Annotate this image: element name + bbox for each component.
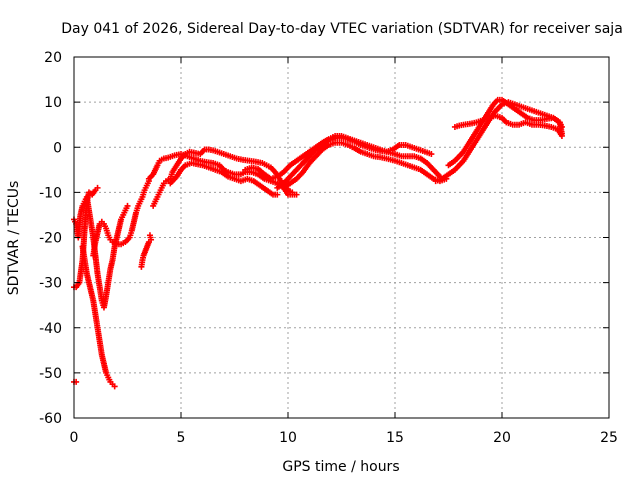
- data-points: [71, 96, 565, 390]
- data-point: [428, 151, 435, 158]
- y-axis-label: SDTVAR / TECUs: [6, 181, 22, 296]
- x-tick-label: 15: [386, 430, 404, 446]
- y-tick-label: -60: [39, 411, 62, 427]
- series-trace-lower-band: [167, 160, 281, 198]
- y-tick-label: 20: [44, 50, 62, 66]
- x-tick-label: 20: [493, 430, 511, 446]
- data-point: [124, 202, 131, 209]
- series-trace-early-loop: [71, 193, 131, 311]
- series-trace-deep-dip: [79, 243, 118, 390]
- y-axis-ticks: -60 -50 -40 -30 -20 -10 0 10 20: [39, 50, 609, 427]
- data-point: [558, 132, 565, 139]
- x-tick-label: 5: [177, 430, 186, 446]
- series-trace-early-rise: [90, 178, 152, 259]
- y-tick-label: -10: [39, 185, 62, 201]
- data-point: [94, 184, 101, 191]
- x-tick-label: 10: [279, 430, 297, 446]
- x-tick-label: 0: [70, 430, 79, 446]
- data-point: [111, 383, 118, 390]
- grid-lines: [74, 57, 609, 418]
- y-tick-label: 10: [44, 95, 62, 111]
- chart-title: Day 041 of 2026, Sidereal Day-to-day VTE…: [61, 21, 623, 37]
- series-trace-early-plunge: [71, 184, 101, 385]
- series-trace-hump-b: [242, 132, 435, 182]
- x-axis-label: GPS time / hours: [282, 459, 399, 475]
- y-tick-label: -30: [39, 276, 62, 292]
- data-point: [146, 232, 153, 239]
- y-tick-label: -40: [39, 321, 62, 337]
- x-axis-ticks: 0 5 10 15 20 25: [70, 57, 618, 446]
- x-tick-label: 25: [600, 430, 618, 446]
- series-trace-hump-c: [280, 139, 450, 191]
- data-point: [293, 191, 300, 198]
- y-tick-label: -20: [39, 231, 62, 247]
- y-tick-label: 0: [53, 140, 62, 156]
- data-point: [274, 191, 281, 198]
- series-trace-isolated: [138, 232, 155, 270]
- y-tick-label: -50: [39, 366, 62, 382]
- series-trace-late-upper: [451, 112, 565, 139]
- series-trace-late-rise: [432, 99, 565, 185]
